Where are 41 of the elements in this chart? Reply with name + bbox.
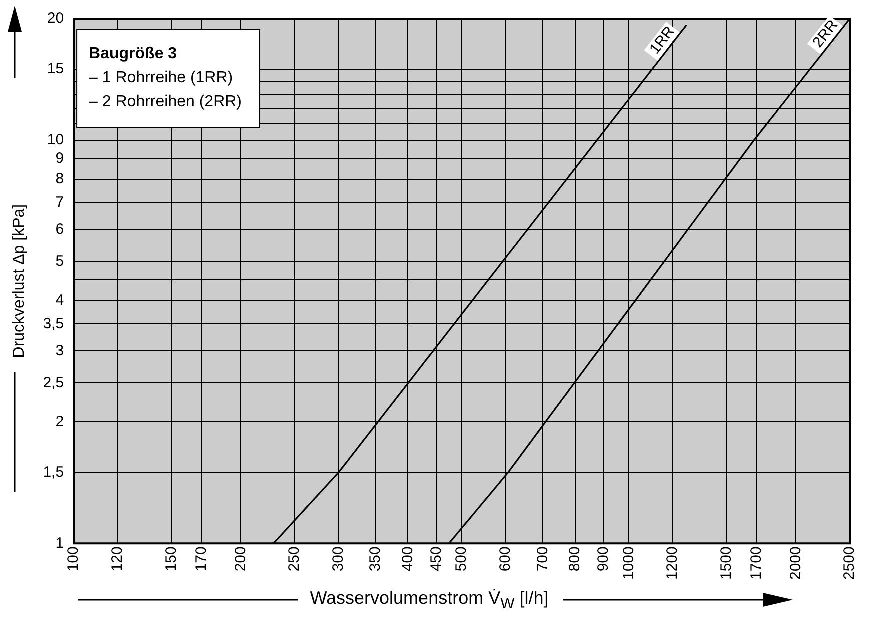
y-tick-label: 1,5 <box>43 464 64 481</box>
x-tick-label: 100 <box>65 546 82 572</box>
x-tick-label: 500 <box>453 546 470 572</box>
y-axis-title: Druckverlust Δp [kPa] <box>11 204 28 358</box>
y-tick-label: 15 <box>47 60 64 78</box>
x-tick-label: 1500 <box>718 546 735 580</box>
y-tick-label: 2 <box>56 413 64 430</box>
x-tick-label: 120 <box>109 546 126 572</box>
x-tick-label: 1000 <box>620 546 638 580</box>
y-tick-label: 3,5 <box>43 315 64 332</box>
y-tick-label: 6 <box>56 220 64 238</box>
x-tick-label: 700 <box>534 546 552 572</box>
y-tick-label: 2,5 <box>43 374 64 392</box>
x-tick-label: 300 <box>330 546 348 572</box>
x-tick-label: 1700 <box>748 546 766 580</box>
y-tick-label: 9 <box>56 150 64 167</box>
y-tick-label: 7 <box>56 194 64 211</box>
x-tick-label: 2500 <box>841 546 858 580</box>
x-tick-label: 600 <box>497 546 514 572</box>
x-axis-title: Wasservolumenstrom V̇$_{W}$ [l/h] <box>310 588 549 613</box>
y-tick-label: 1 <box>56 534 64 552</box>
annotation: – 1 Rohrreihe (1RR) <box>89 69 234 86</box>
x-tick-label: 2000 <box>787 546 804 580</box>
x-tick-label: 200 <box>232 546 250 572</box>
y-tick-label: 10 <box>47 132 64 149</box>
annotation: Baugröße 3 <box>89 45 178 62</box>
x-tick-label: 150 <box>162 546 180 572</box>
y-tick-label: 3 <box>56 342 64 360</box>
x-tick-label: 800 <box>566 546 584 572</box>
y-tick-label: 5 <box>56 252 64 270</box>
x-tick-label: 450 <box>428 546 445 572</box>
x-tick-label: 400 <box>399 546 416 572</box>
x-tick-label: 170 <box>193 546 210 572</box>
y-tick-label: 4 <box>56 292 64 309</box>
annotation: – 2 Rohrreihen (2RR) <box>89 93 242 110</box>
x-tick-label: 900 <box>594 546 612 572</box>
y-tick-label: 8 <box>56 170 64 188</box>
x-tick-label: 350 <box>367 546 384 572</box>
x-tick-label: 250 <box>286 546 304 572</box>
x-tick-label: 1200 <box>664 546 682 580</box>
y-tick-label: 20 <box>47 10 64 28</box>
